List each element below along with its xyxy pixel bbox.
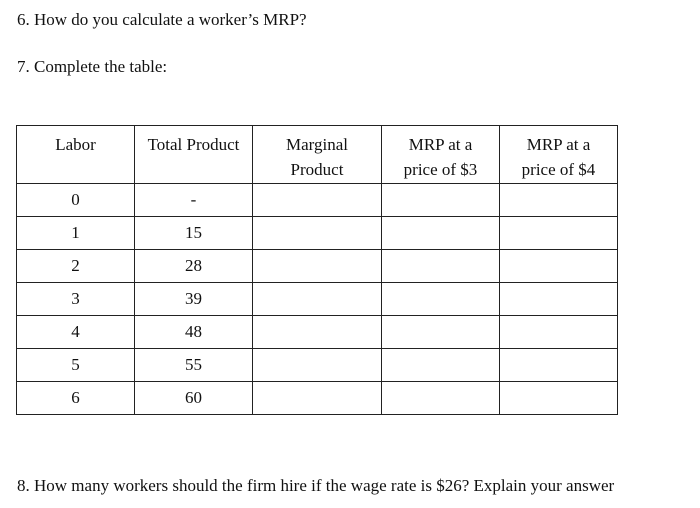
mrp-price-3-cell[interactable]	[381, 348, 500, 382]
question-7: 7. Complete the table:	[17, 57, 168, 76]
marginal-product-cell[interactable]	[252, 216, 382, 250]
header-mrp-price-3: MRP at a price of $3	[381, 125, 500, 184]
header-labor: Labor	[16, 125, 135, 184]
marginal-product-cell[interactable]	[252, 249, 382, 283]
header-marginal-product-line-2: Product	[290, 160, 344, 179]
mrp-price-3-cell[interactable]	[381, 183, 500, 217]
header-marginal-product-line-1: Marginal	[285, 135, 348, 154]
header-labor-line-1: Labor	[55, 135, 96, 154]
total-product-cell: 60	[134, 381, 253, 415]
table-row: 4 48	[16, 315, 618, 349]
labor-cell: 5	[16, 348, 135, 382]
labor-cell: 3	[16, 282, 135, 316]
header-mrp-price-3-line-2: price of $3	[403, 160, 478, 179]
total-product-cell: 55	[134, 348, 253, 382]
header-total-product: Total Product	[134, 125, 253, 184]
table-row: 5 55	[16, 348, 618, 382]
mrp-price-4-cell[interactable]	[499, 315, 618, 349]
total-product-cell: 28	[134, 249, 253, 283]
total-product-cell: 48	[134, 315, 253, 349]
mrp-price-4-cell[interactable]	[499, 381, 618, 415]
total-product-cell: 39	[134, 282, 253, 316]
header-mrp-price-4-line-2: price of $4	[521, 160, 596, 179]
mrp-price-3-cell[interactable]	[381, 315, 500, 349]
header-mrp-price-3-line-1: MRP at a	[408, 135, 473, 154]
header-mrp-price-4: MRP at a price of $4	[499, 125, 618, 184]
total-product-cell: 15	[134, 216, 253, 250]
mrp-price-4-cell[interactable]	[499, 282, 618, 316]
marginal-product-cell[interactable]	[252, 282, 382, 316]
total-product-cell: -	[134, 183, 253, 217]
labor-cell: 1	[16, 216, 135, 250]
marginal-product-cell[interactable]	[252, 348, 382, 382]
question-6: 6. How do you calculate a worker’s MRP?	[17, 10, 307, 29]
mrp-price-3-cell[interactable]	[381, 282, 500, 316]
mrp-price-3-cell[interactable]	[381, 249, 500, 283]
marginal-product-cell[interactable]	[252, 381, 382, 415]
labor-cell: 6	[16, 381, 135, 415]
header-mrp-price-4-line-1: MRP at a	[526, 135, 591, 154]
table-header-row: Labor Total Product Marginal Product MRP…	[16, 125, 618, 184]
marginal-product-cell[interactable]	[252, 183, 382, 217]
question-8: 8. How many workers should the firm hire…	[17, 476, 615, 495]
mrp-price-3-cell[interactable]	[381, 381, 500, 415]
labor-cell: 2	[16, 249, 135, 283]
mrp-price-4-cell[interactable]	[499, 249, 618, 283]
table-row: 2 28	[16, 249, 618, 283]
labor-cell: 0	[16, 183, 135, 217]
mrp-price-4-cell[interactable]	[499, 183, 618, 217]
mrp-price-4-cell[interactable]	[499, 348, 618, 382]
mrp-table: Labor Total Product Marginal Product MRP…	[16, 125, 618, 415]
header-total-product-line-1: Total Product	[147, 135, 240, 154]
header-marginal-product: Marginal Product	[252, 125, 382, 184]
marginal-product-cell[interactable]	[252, 315, 382, 349]
labor-cell: 4	[16, 315, 135, 349]
table-row: 0 -	[16, 183, 618, 217]
table-row: 1 15	[16, 216, 618, 250]
mrp-price-4-cell[interactable]	[499, 216, 618, 250]
table-row: 6 60	[16, 381, 618, 415]
table-row: 3 39	[16, 282, 618, 316]
mrp-price-3-cell[interactable]	[381, 216, 500, 250]
